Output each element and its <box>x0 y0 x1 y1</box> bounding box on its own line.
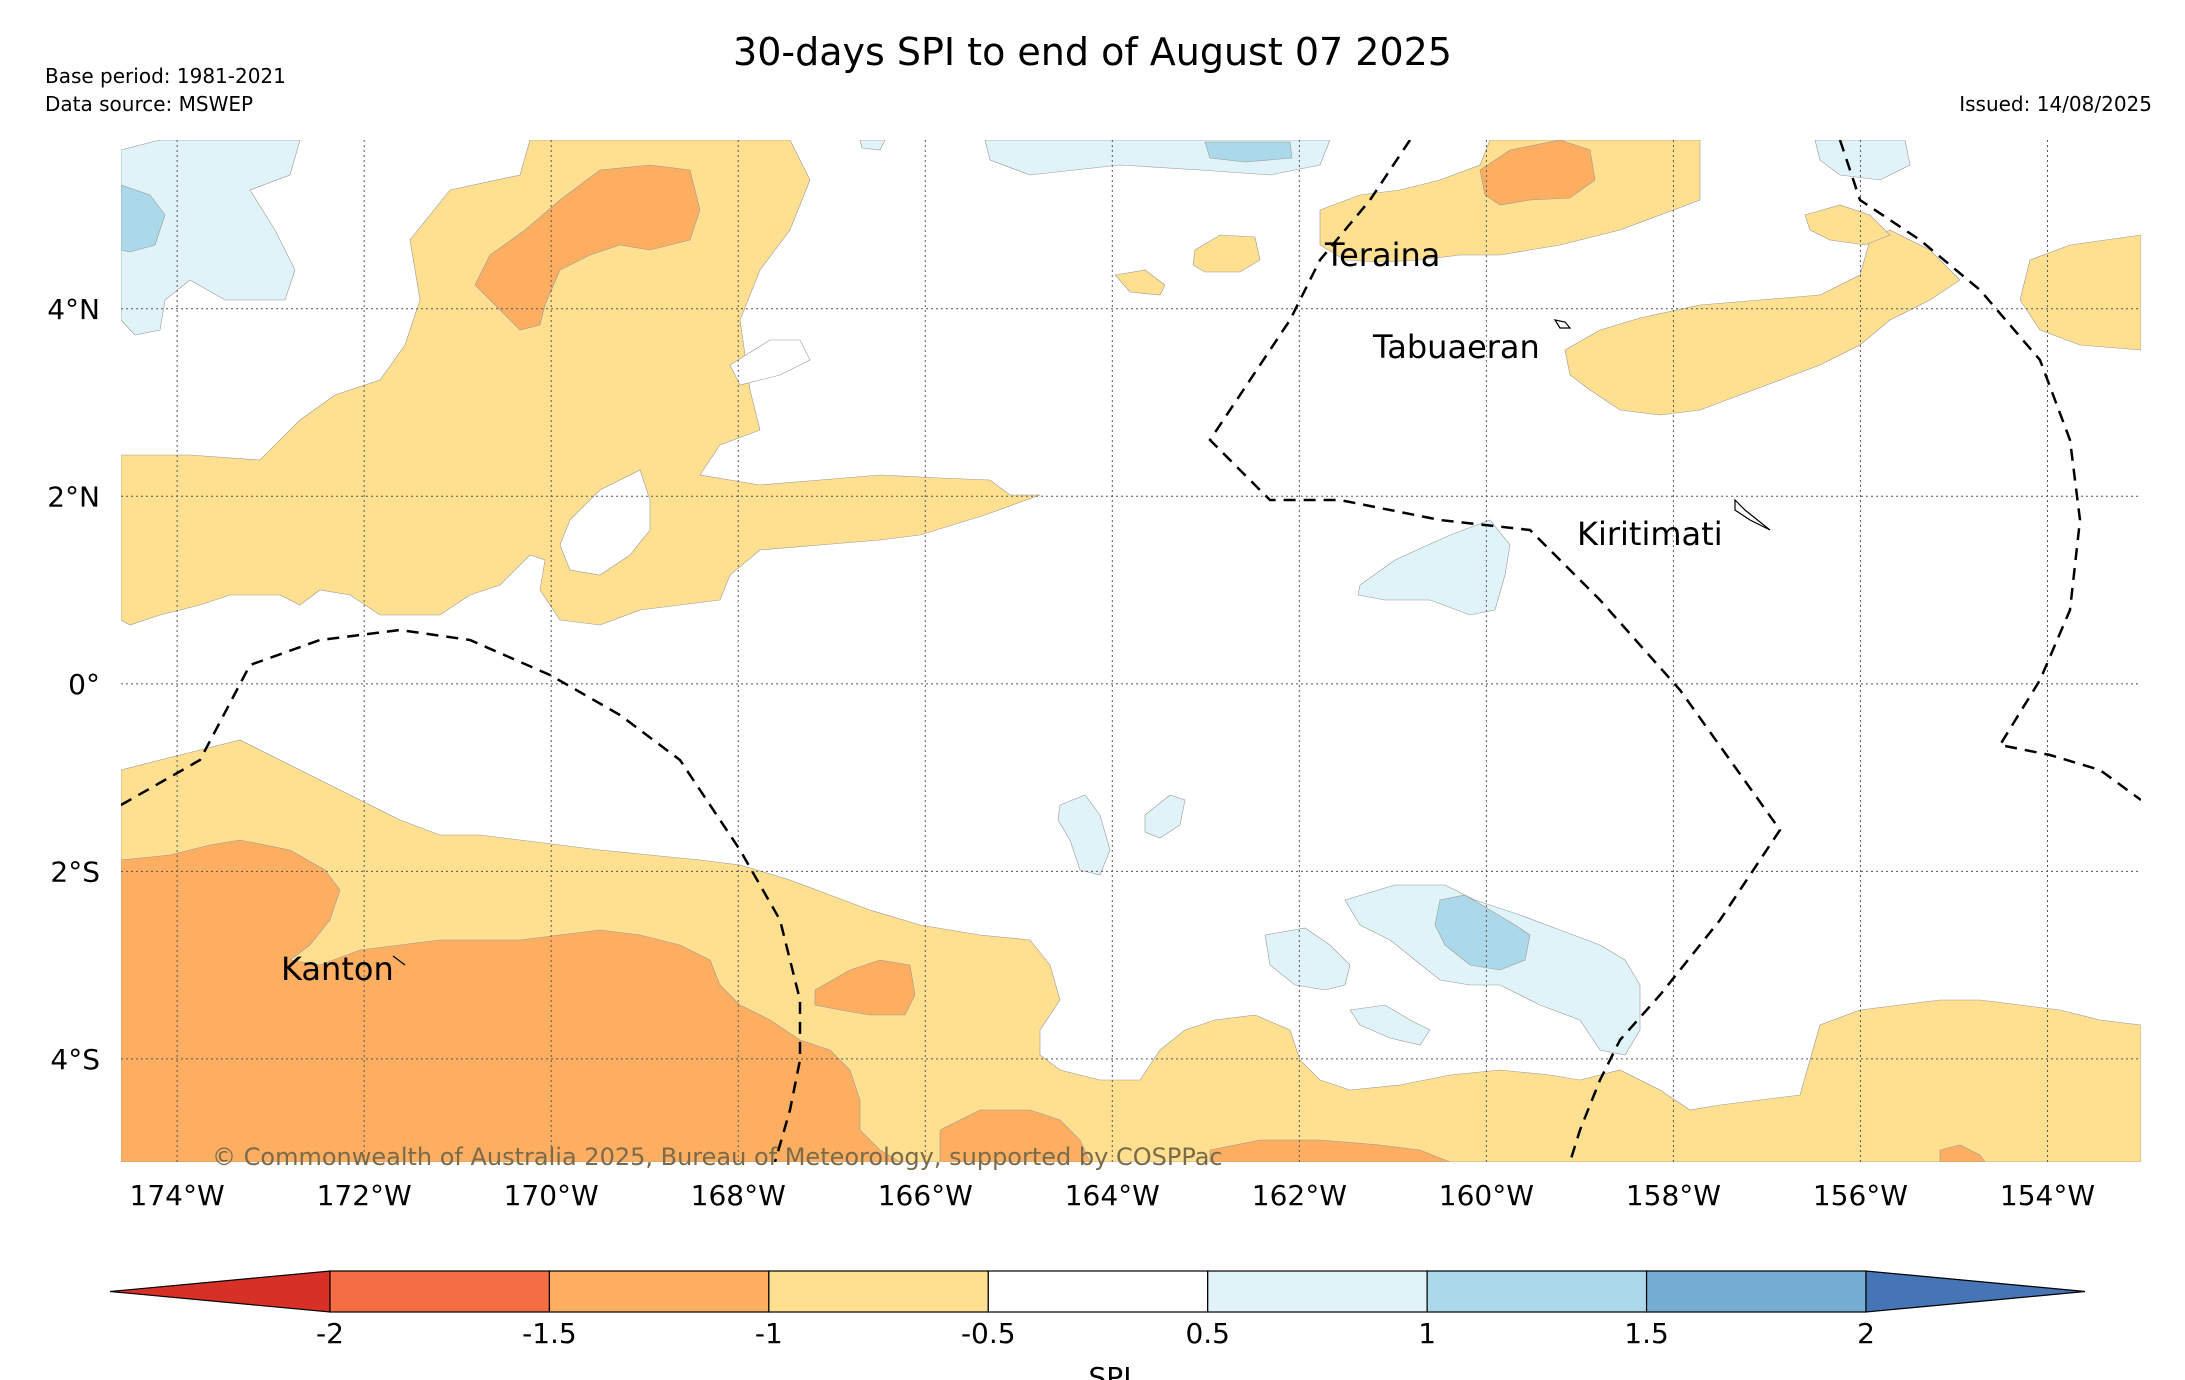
map-title: 30-days SPI to end of August 07 2025 <box>733 30 1452 74</box>
wet-area-south-cluster <box>1344 884 1641 1056</box>
wet-area-nw-core <box>121 184 166 253</box>
data-source: Data source: MSWEP <box>45 92 254 116</box>
lon-label: 166°W <box>878 1179 973 1212</box>
colorbar: -2 -1.5 -1 -0.5 0.5 1 1.5 2 <box>109 1270 2086 1350</box>
island-tabuaeran <box>1553 319 1572 329</box>
lat-label: 2°S <box>50 855 100 888</box>
eez-boundaries <box>121 140 2141 1162</box>
island-kanton <box>392 955 406 966</box>
colorbar-tick-label: 1.5 <box>1624 1317 1669 1350</box>
wet-area-top-right <box>1814 140 1911 181</box>
spi-shading <box>121 140 2141 1162</box>
lon-label: 174°W <box>130 1179 225 1212</box>
wet-area-top-left-small <box>859 140 886 151</box>
lon-label: 162°W <box>1252 1179 1347 1212</box>
eez-boundary-phoenix <box>121 628 802 1162</box>
colorbar-tick-label: 1 <box>1418 1317 1436 1350</box>
lon-label: 160°W <box>1439 1179 1534 1212</box>
lon-labels: 174°W 172°W 170°W 168°W 166°W 164°W 162°W 160°W… <box>130 1179 2096 1212</box>
colorbar-segment <box>768 1270 989 1313</box>
lon-label: 170°W <box>504 1179 599 1212</box>
lat-label: 4°N <box>47 293 100 326</box>
wet-area-top-center-core <box>1204 141 1293 163</box>
dry-area-south-core <box>121 839 901 1162</box>
colorbar-segment <box>1645 1270 1867 1313</box>
gridlines <box>121 140 2141 1162</box>
dry-area-gap-2 <box>729 339 811 386</box>
wet-area-south-small-1 <box>1057 794 1111 876</box>
dry-area-north-west <box>121 140 1041 626</box>
dry-area-small-teraina-west <box>1192 234 1261 273</box>
eez-boundary-line-islands <box>1208 140 1782 1162</box>
wet-area-south-cluster-core <box>1434 894 1531 971</box>
colorbar-tick-label: 0.5 <box>1185 1317 1230 1350</box>
lon-label: 156°W <box>1813 1179 1908 1212</box>
dry-area-small-2 <box>1114 269 1166 296</box>
lon-label: 172°W <box>317 1179 412 1212</box>
lon-label: 168°W <box>691 1179 786 1212</box>
place-label-kiritimati: Kiritimati <box>1577 515 1723 553</box>
dry-area-south-core-bottom-2 <box>1209 1139 1451 1162</box>
place-label-tabuaeran: Tabuaeran <box>1372 328 1540 366</box>
place-label-teraina: Teraina <box>1324 236 1440 274</box>
lon-label: 164°W <box>1065 1179 1160 1212</box>
dry-area-core-north-west <box>474 164 701 331</box>
wet-area-south-small-2 <box>1144 794 1186 839</box>
issued-date: Issued: 14/08/2025 <box>1959 92 2152 116</box>
wet-area-central <box>1357 519 1511 616</box>
lon-label: 158°W <box>1626 1179 1721 1212</box>
dry-area-south-core-east <box>814 959 916 1016</box>
lat-label: 2°N <box>47 480 100 513</box>
colorbar-tick-label: -2 <box>316 1317 344 1350</box>
island-kiritimati <box>1734 498 1771 531</box>
base-period: Base period: 1981-2021 <box>45 64 286 88</box>
eez-boundary-east <box>1838 140 2141 802</box>
wet-area-south-west-1 <box>1264 927 1351 991</box>
colorbar-extend-high <box>1865 1270 2086 1313</box>
islands <box>392 319 1771 966</box>
dry-area-far-east <box>2019 234 2141 351</box>
lat-label: 4°S <box>50 1043 100 1076</box>
colorbar-segment <box>987 1270 1209 1313</box>
colorbar-tick-label: -1 <box>755 1317 783 1350</box>
dry-area-teraina-core <box>1479 140 1596 206</box>
copyright-notice: © Commonwealth of Australia 2025, Bureau… <box>212 1143 1223 1171</box>
lon-label: 154°W <box>2000 1179 2095 1212</box>
colorbar-tick-label: -0.5 <box>961 1317 1016 1350</box>
colorbar-tick-label: -1.5 <box>522 1317 577 1350</box>
wet-area-nw <box>121 140 301 336</box>
place-labels: Teraina Tabuaeran Kiritimati Kanton <box>281 236 1723 988</box>
dry-area-east-band <box>1564 229 1961 416</box>
wet-area-south-west-2 <box>1349 1004 1431 1046</box>
dry-area-east-band-north <box>1804 204 1891 246</box>
dry-area-south-core-bottom <box>939 1109 1091 1162</box>
lat-labels: 4°N 2°N 0° 2°S 4°S <box>47 293 100 1076</box>
colorbar-segment <box>1426 1270 1648 1313</box>
dry-area-south-core-right <box>1939 1144 1986 1162</box>
colorbar-segment <box>1207 1270 1428 1313</box>
colorbar-tick-label: 2 <box>1857 1317 1875 1350</box>
place-label-kanton: Kanton <box>281 950 394 988</box>
colorbar-extend-low <box>109 1270 331 1313</box>
meta-left: Base period: 1981-2021 Data source: MSWE… <box>45 62 286 118</box>
colorbar-segment <box>329 1270 551 1313</box>
colorbar-segment <box>548 1270 770 1313</box>
colorbar-label: SPI <box>1089 1361 1132 1380</box>
lat-label: 0° <box>68 668 100 701</box>
